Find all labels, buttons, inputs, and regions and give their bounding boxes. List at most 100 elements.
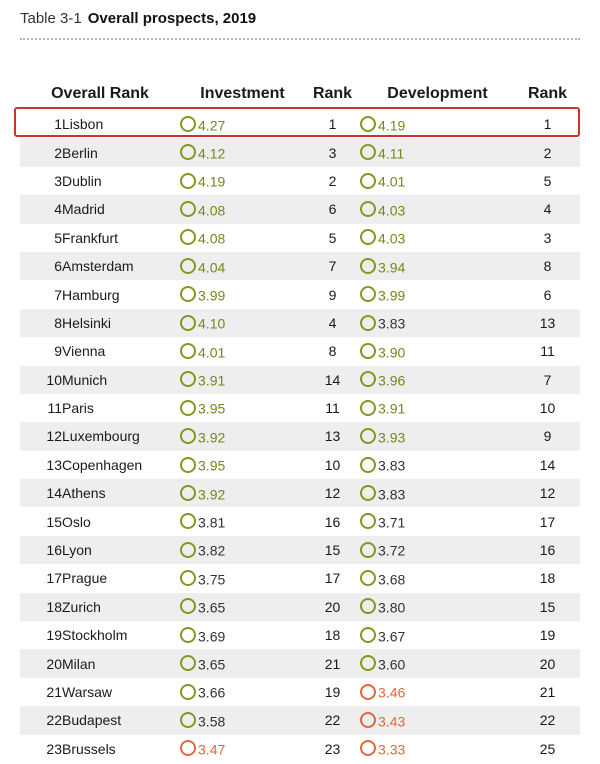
overall-rank-cell: 13 [46, 456, 62, 473]
city-cell: Oslo [62, 513, 91, 530]
investment-score: 3.92 [198, 429, 226, 446]
investment-rank-cell: 14 [305, 365, 361, 394]
table-row: 19 Stockholm 3.69 18 3.67 19 [20, 621, 580, 649]
investment-score: 3.58 [198, 713, 226, 730]
development-score: 4.01 [378, 173, 406, 190]
table-row: 8 Helsinki 4.10 4 3.83 13 [20, 308, 581, 338]
development-score: 3.33 [378, 741, 406, 758]
investment-score: 4.12 [198, 145, 226, 162]
development-rank-cell: 18 [539, 570, 556, 587]
investment-cell: 3.82 [180, 535, 306, 565]
investment-rank-cell: 4 [305, 308, 361, 338]
investment-cell: 3.65 [180, 649, 306, 678]
development-rank-cell: 4 [515, 195, 581, 224]
city-cell: Munich [62, 365, 181, 394]
development-rank-cell: 10 [539, 400, 556, 417]
circle-icon [360, 683, 377, 700]
investment-score: 3.92 [198, 485, 226, 502]
investment-score: 4.08 [198, 202, 226, 219]
circle-icon [180, 399, 197, 416]
circle-icon [360, 115, 377, 132]
investment-cell: 3.47 [180, 735, 305, 763]
circle-icon [180, 115, 197, 132]
development-rank-cell: 21 [539, 684, 556, 700]
development-cell: 4.03 [360, 195, 516, 224]
table-body: 1 Lisbon 4.27 1 4.19 1 2 Berlin 4.12 3 4.11 2 3 Dubli… [20, 110, 581, 763]
circle-icon [180, 144, 197, 161]
overall-rank-cell: 8 [20, 308, 62, 338]
overall-rank-cell: 15 [46, 513, 62, 530]
city-cell: Athens [62, 479, 181, 508]
circle-icon [180, 626, 197, 643]
circle-icon [360, 541, 377, 558]
circle-icon [360, 626, 377, 643]
investment-score: 4.27 [198, 116, 226, 133]
circle-icon [180, 712, 197, 729]
circle-icon [360, 201, 377, 218]
table-row: 17 Prague 3.75 17 3.68 18 [20, 564, 580, 592]
development-cell: 4.19 [360, 110, 515, 138]
overall-rank-cell: 5 [54, 229, 62, 246]
overall-rank-cell: 1 [54, 116, 62, 133]
development-rank-cell: 11 [540, 343, 555, 360]
investment-cell: 4.19 [180, 167, 305, 195]
overall-rank-cell: 6 [20, 251, 62, 281]
development-rank-cell: 17 [539, 513, 556, 530]
investment-rank-cell: 16 [324, 513, 341, 530]
development-score: 3.94 [378, 258, 406, 275]
city-cell: Lisbon [62, 116, 104, 133]
development-score: 3.93 [378, 429, 406, 446]
overall-rank-cell: 10 [20, 365, 62, 394]
investment-rank-cell: 3 [305, 138, 361, 167]
investment-cell: 4.01 [180, 337, 305, 365]
table-row: 21 Warsaw 3.66 19 3.46 21 [20, 678, 580, 706]
investment-cell: 3.95 [180, 394, 305, 422]
investment-cell: 4.27 [180, 110, 305, 138]
circle-icon [180, 598, 197, 615]
dotted-divider [20, 38, 580, 40]
city-cell: Zurich [62, 592, 181, 622]
investment-cell: 3.66 [180, 678, 305, 706]
investment-score: 3.81 [198, 514, 226, 531]
investment-cell: 3.81 [180, 507, 305, 535]
circle-icon [180, 740, 197, 757]
city-cell: Berlin [62, 138, 181, 167]
city-cell: Lyon [62, 535, 181, 565]
circle-icon [180, 172, 197, 189]
investment-cell: 3.69 [180, 621, 305, 649]
investment-score: 3.75 [198, 571, 226, 588]
circle-icon [360, 484, 377, 501]
investment-cell: 3.95 [180, 451, 305, 479]
development-cell: 3.90 [360, 337, 515, 365]
development-cell: 3.68 [360, 564, 515, 592]
table-row: 12 Luxembourg 3.92 13 3.93 9 [20, 422, 581, 451]
table-row: 22 Budapest 3.58 22 3.43 22 [20, 706, 581, 735]
development-rank-cell: 3 [543, 229, 552, 246]
city-cell: Amsterdam [62, 251, 181, 281]
investment-rank-cell: 23 [324, 740, 341, 757]
overall-rank-cell: 22 [20, 706, 62, 735]
overall-rank-cell: 4 [20, 195, 62, 224]
development-rank-cell: 14 [539, 456, 556, 473]
header-investment: Investment [200, 85, 285, 102]
circle-icon [360, 740, 377, 757]
investment-rank-cell: 22 [305, 706, 361, 735]
circle-icon [360, 257, 377, 274]
investment-rank-cell: 6 [305, 195, 361, 224]
city-cell: Warsaw [62, 684, 113, 700]
city-cell: Frankfurt [62, 229, 119, 246]
table-row: 2 Berlin 4.12 3 4.11 2 [20, 138, 581, 167]
table-row: 5 Frankfurt 4.08 5 4.03 3 [20, 224, 580, 252]
development-cell: 3.71 [360, 507, 515, 535]
circle-icon [360, 456, 377, 473]
development-score: 3.68 [378, 571, 406, 588]
development-rank-cell: 6 [543, 286, 552, 303]
investment-rank-cell: 18 [324, 627, 341, 644]
table-row: 13 Copenhagen 3.95 10 3.83 14 [20, 451, 580, 479]
development-cell: 4.11 [360, 138, 516, 167]
overall-rank-cell: 12 [20, 422, 62, 451]
table-row: 23 Brussels 3.47 23 3.33 25 [20, 735, 580, 763]
development-score: 3.43 [378, 713, 406, 730]
development-score: 4.19 [378, 116, 406, 133]
investment-rank-cell: 9 [328, 286, 337, 303]
